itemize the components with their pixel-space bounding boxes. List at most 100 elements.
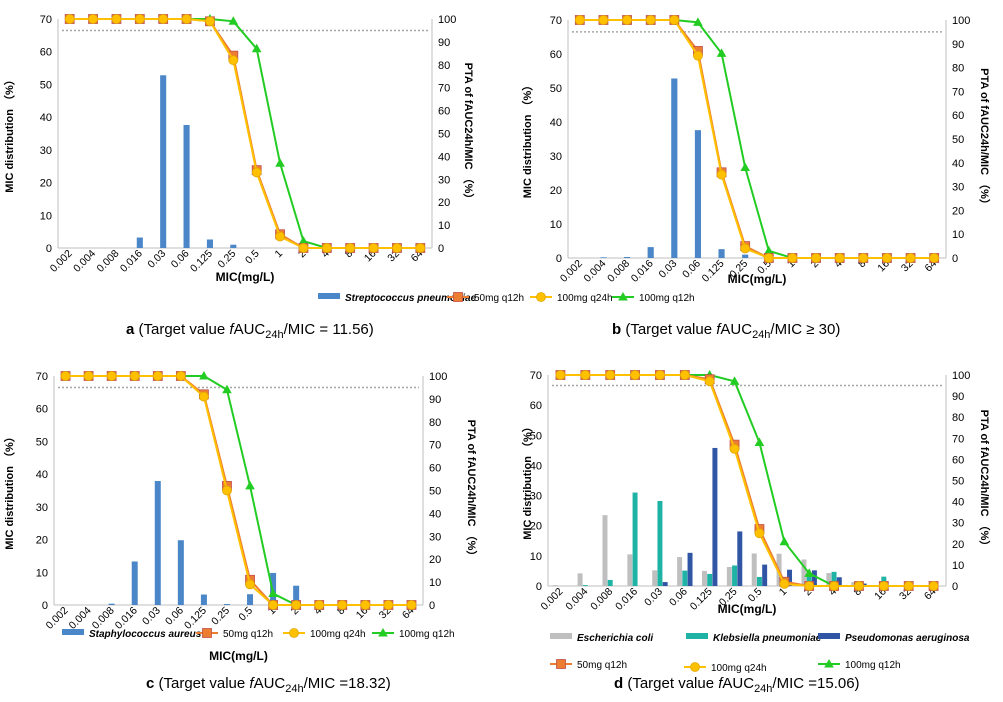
y-tick-right-label: 0: [429, 600, 435, 612]
y-tick-right-label: 70: [438, 83, 450, 95]
y-tick-left-label: 10: [40, 210, 52, 222]
point-100mg-q12h: [251, 43, 262, 53]
caption-f: f: [718, 675, 724, 692]
point-100mg-q12h: [268, 588, 278, 598]
point-100mg-q12h: [779, 536, 790, 546]
point-100mg-q24h: [360, 600, 371, 610]
x-tick-label: 0.125: [182, 605, 209, 632]
y-tick-right-label: 50: [429, 486, 441, 498]
y-tick-left-label: 50: [530, 430, 542, 442]
y-tick-right-label: 0: [952, 253, 958, 265]
point-100mg-q12h: [729, 376, 740, 385]
y-tick-left-label: 60: [530, 400, 542, 412]
y-tick-left-label: 30: [530, 491, 542, 503]
bar-klebsiella-pneumoniae: [707, 573, 713, 586]
series-line-50mg-q12h: [560, 374, 934, 587]
series-line-100mg-q12h: [560, 374, 934, 587]
caption-sub: 24h: [754, 683, 772, 695]
caption-prefix: (Target value: [621, 321, 716, 338]
bar-streptococcus-pneumoniae: [671, 78, 678, 258]
x-tick-label: 0.016: [113, 605, 140, 632]
bar-pseudomonas-aeruginosa: [836, 577, 842, 586]
y-tick-right-label: 90: [952, 391, 964, 403]
y-tick-left-label: 10: [550, 219, 562, 231]
point-100mg-q24h: [555, 370, 566, 380]
point-100mg-q24h: [321, 243, 332, 253]
y-tick-left-label: 30: [550, 151, 562, 163]
x-tick-label: 0.008: [605, 258, 632, 285]
legend-label: 100mg q12h: [399, 629, 455, 640]
y-tick-left-label: 20: [36, 535, 48, 547]
x-tick-label: 0.03: [656, 258, 679, 281]
y-tick-left-label: 10: [530, 551, 542, 563]
bar-klebsiella-pneumoniae: [831, 571, 837, 586]
y-tick-right-label: 80: [952, 63, 964, 75]
y-tick-right-label: 100: [952, 370, 970, 382]
y-tick-left-label: 60: [36, 404, 48, 416]
point-100mg-q24h: [383, 600, 394, 610]
y-tick-right-label: 30: [952, 518, 964, 530]
x-tick-label: 0.016: [613, 586, 640, 613]
caption-letter: c: [146, 675, 154, 692]
series-line-100mg-q24h: [69, 18, 421, 249]
bar-escherichia-coli: [602, 515, 608, 586]
point-100mg-q24h: [205, 16, 215, 27]
bar-pseudomonas-aeruginosa: [762, 564, 768, 586]
point-100mg-q12h: [245, 480, 255, 490]
y-tick-left-label: 40: [36, 469, 48, 481]
legend-label: 50mg q12h: [223, 629, 273, 640]
caption-c: c (Target value fAUC24h/MIC =18.32): [146, 675, 391, 695]
series-line-100mg-q12h: [69, 18, 421, 249]
y-tick-left-label: 50: [40, 79, 52, 91]
y-axis-title-left: MIC distribution （%）: [3, 74, 16, 193]
series-line-50mg-q12h: [579, 19, 935, 259]
x-tick-label: 0.5: [243, 248, 262, 267]
legend-label: 50mg q12h: [474, 293, 524, 304]
point-100mg-q24h: [804, 581, 815, 591]
point-100mg-q12h: [228, 16, 239, 25]
caption-letter: b: [612, 321, 621, 338]
bar-klebsiella-pneumoniae: [657, 500, 663, 586]
legend-label: Escherichia coli: [577, 633, 653, 644]
y-axis-title-right: PTA of fAUC24h/MIC （%）: [978, 410, 991, 552]
point-100mg-q24h: [669, 15, 680, 25]
bar-klebsiella-pneumoniae: [682, 570, 688, 586]
y-tick-right-label: 70: [952, 433, 964, 445]
bar-klebsiella-pneumoniae: [806, 574, 812, 586]
bar-escherichia-coli: [751, 553, 757, 586]
point-100mg-q24h: [314, 600, 325, 610]
x-axis-title: MIC(mg/L): [209, 649, 268, 663]
legend-c: Staphylococcus aureus 50mg q12h 100mg q24h…: [62, 628, 455, 640]
bar-staphylococcus-aureus: [200, 594, 207, 605]
legend-label: 100mg q24h: [310, 629, 366, 640]
bar-escherichia-coli: [677, 557, 683, 586]
point-100mg-q24h: [181, 14, 192, 24]
bar-staphylococcus-aureus: [108, 603, 115, 605]
point-100mg-q24h: [268, 600, 278, 610]
y-tick-left-label: 70: [36, 371, 48, 383]
x-tick-label: 0.03: [642, 586, 665, 609]
caption-letter: a: [126, 321, 135, 338]
point-100mg-q24h: [630, 370, 640, 380]
legend-marker: [618, 292, 628, 301]
bar-escherichia-coli: [577, 573, 583, 586]
x-tick-label: 0.004: [581, 258, 608, 285]
bar-klebsiella-pneumoniae: [732, 565, 738, 586]
y-tick-right-label: 0: [952, 581, 958, 593]
bar-pseudomonas-aeruginosa: [787, 569, 793, 586]
y-tick-right-label: 60: [952, 454, 964, 466]
point-100mg-q24h: [158, 14, 169, 24]
point-100mg-q24h: [763, 253, 774, 263]
bar-streptococcus-pneumoniae: [623, 256, 631, 258]
point-100mg-q12h: [754, 437, 765, 447]
point-100mg-q12h: [298, 236, 309, 245]
x-tick-label: 0.5: [236, 605, 255, 624]
caption-b: b (Target value fAUC24h/MIC ≥ 30): [612, 321, 840, 341]
bar-streptococcus-pneumoniae: [230, 244, 237, 248]
legend-marker: [536, 292, 546, 302]
y-tick-left-label: 20: [530, 521, 542, 533]
y-tick-right-label: 100: [438, 14, 456, 26]
legend-label: Klebsiella pneumoniae: [713, 633, 822, 644]
x-tick-label: 0.03: [145, 248, 168, 271]
